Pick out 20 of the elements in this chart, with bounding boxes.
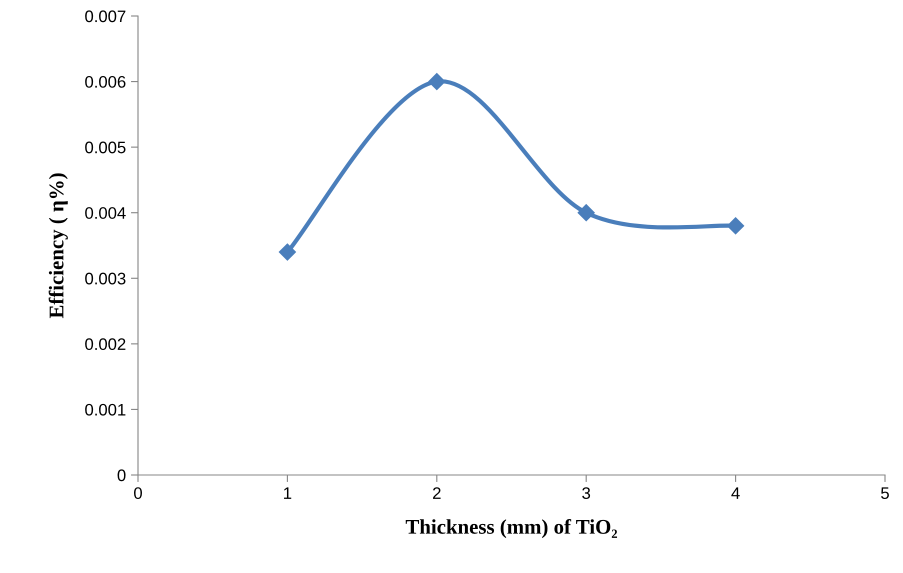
point xyxy=(578,204,595,222)
y-tick-label: 0 xyxy=(118,469,126,482)
x-tick-label: 3 xyxy=(582,487,590,500)
x-tick-label: 4 xyxy=(731,487,740,499)
point xyxy=(428,73,446,90)
y-tick-label: 0.006 xyxy=(85,76,126,88)
y-tick-label: 0.005 xyxy=(85,142,126,154)
x-tick-label: 5 xyxy=(881,487,889,500)
x-tick-label: 2 xyxy=(433,487,441,499)
y-axis-title: Efficiency ( η%) xyxy=(48,173,68,318)
point xyxy=(727,217,744,234)
y-tick-label: 0.003 xyxy=(85,272,126,284)
x-tick-label: 0 xyxy=(134,487,142,500)
y-tick-label: 0.007 xyxy=(85,10,126,22)
y-tick-label: 0.002 xyxy=(85,338,126,350)
point xyxy=(278,244,296,261)
y-tick-label: 0.004 xyxy=(85,207,126,219)
x-axis-title: Thickness (mm) of TiO₂ xyxy=(406,519,618,538)
y-tick-label: 0.001 xyxy=(85,404,126,416)
x-tick-label: 1 xyxy=(284,487,292,499)
